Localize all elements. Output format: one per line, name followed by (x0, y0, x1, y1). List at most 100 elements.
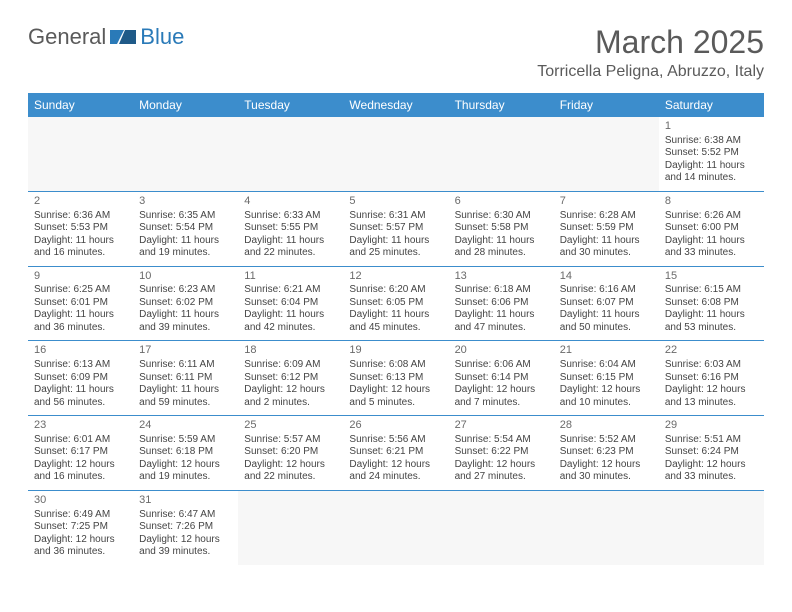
title-block: March 2025 Torricella Peligna, Abruzzo, … (537, 24, 764, 81)
sunset-line: Sunset: 5:58 PM (455, 222, 548, 235)
month-title: March 2025 (537, 24, 764, 61)
calendar-cell: 26Sunrise: 5:56 AMSunset: 6:21 PMDayligh… (343, 416, 448, 491)
day-number: 27 (455, 419, 548, 433)
sunrise-line: Sunrise: 6:21 AM (244, 284, 337, 297)
calendar-cell (238, 490, 343, 564)
daylight-line-2: and 50 minutes. (560, 322, 653, 335)
sunset-line: Sunset: 5:55 PM (244, 222, 337, 235)
daylight-line-2: and 2 minutes. (244, 397, 337, 410)
daylight-line-1: Daylight: 11 hours (349, 235, 442, 248)
sunset-line: Sunset: 6:24 PM (665, 446, 758, 459)
daylight-line-1: Daylight: 12 hours (349, 459, 442, 472)
sunset-line: Sunset: 6:11 PM (139, 372, 232, 385)
day-number: 4 (244, 195, 337, 209)
weekday-header: Thursday (449, 93, 554, 117)
sunrise-line: Sunrise: 6:30 AM (455, 210, 548, 223)
daylight-line-1: Daylight: 11 hours (665, 235, 758, 248)
day-number: 18 (244, 344, 337, 358)
calendar-row: 9Sunrise: 6:25 AMSunset: 6:01 PMDaylight… (28, 266, 764, 341)
sunrise-line: Sunrise: 6:38 AM (665, 135, 758, 148)
weekday-header: Saturday (659, 93, 764, 117)
calendar-cell: 4Sunrise: 6:33 AMSunset: 5:55 PMDaylight… (238, 191, 343, 266)
sunrise-line: Sunrise: 5:51 AM (665, 434, 758, 447)
sunset-line: Sunset: 5:52 PM (665, 147, 758, 160)
calendar-cell: 8Sunrise: 6:26 AMSunset: 6:00 PMDaylight… (659, 191, 764, 266)
calendar-row: 23Sunrise: 6:01 AMSunset: 6:17 PMDayligh… (28, 416, 764, 491)
daylight-line-2: and 30 minutes. (560, 247, 653, 260)
calendar-cell: 13Sunrise: 6:18 AMSunset: 6:06 PMDayligh… (449, 266, 554, 341)
sunset-line: Sunset: 6:13 PM (349, 372, 442, 385)
daylight-line-1: Daylight: 11 hours (244, 309, 337, 322)
daylight-line-2: and 45 minutes. (349, 322, 442, 335)
sunset-line: Sunset: 6:06 PM (455, 297, 548, 310)
weekday-header: Wednesday (343, 93, 448, 117)
calendar-cell (133, 117, 238, 191)
sunrise-line: Sunrise: 6:23 AM (139, 284, 232, 297)
sunset-line: Sunset: 5:53 PM (34, 222, 127, 235)
sunrise-line: Sunrise: 6:49 AM (34, 509, 127, 522)
daylight-line-1: Daylight: 11 hours (560, 235, 653, 248)
sunrise-line: Sunrise: 5:56 AM (349, 434, 442, 447)
day-number: 16 (34, 344, 127, 358)
sunset-line: Sunset: 6:21 PM (349, 446, 442, 459)
calendar-cell (343, 117, 448, 191)
daylight-line-2: and 27 minutes. (455, 471, 548, 484)
calendar-table: SundayMondayTuesdayWednesdayThursdayFrid… (28, 93, 764, 565)
daylight-line-2: and 33 minutes. (665, 471, 758, 484)
calendar-cell: 7Sunrise: 6:28 AMSunset: 5:59 PMDaylight… (554, 191, 659, 266)
sunrise-line: Sunrise: 6:28 AM (560, 210, 653, 223)
daylight-line-1: Daylight: 11 hours (139, 309, 232, 322)
sunset-line: Sunset: 6:18 PM (139, 446, 232, 459)
calendar-cell (449, 490, 554, 564)
calendar-cell: 21Sunrise: 6:04 AMSunset: 6:15 PMDayligh… (554, 341, 659, 416)
calendar-cell: 1Sunrise: 6:38 AMSunset: 5:52 PMDaylight… (659, 117, 764, 191)
sunrise-line: Sunrise: 6:31 AM (349, 210, 442, 223)
daylight-line-2: and 33 minutes. (665, 247, 758, 260)
daylight-line-1: Daylight: 12 hours (560, 459, 653, 472)
day-number: 26 (349, 419, 442, 433)
daylight-line-1: Daylight: 11 hours (349, 309, 442, 322)
calendar-cell: 19Sunrise: 6:08 AMSunset: 6:13 PMDayligh… (343, 341, 448, 416)
daylight-line-2: and 5 minutes. (349, 397, 442, 410)
daylight-line-2: and 39 minutes. (139, 322, 232, 335)
daylight-line-2: and 30 minutes. (560, 471, 653, 484)
calendar-cell: 24Sunrise: 5:59 AMSunset: 6:18 PMDayligh… (133, 416, 238, 491)
calendar-row: 2Sunrise: 6:36 AMSunset: 5:53 PM Daylight… (28, 191, 764, 266)
daylight-line-1: Daylight: 12 hours (244, 459, 337, 472)
day-number: 25 (244, 419, 337, 433)
calendar-cell: 25Sunrise: 5:57 AMSunset: 6:20 PMDayligh… (238, 416, 343, 491)
calendar-cell: 31Sunrise: 6:47 AMSunset: 7:26 PMDayligh… (133, 490, 238, 564)
calendar-cell: 2Sunrise: 6:36 AMSunset: 5:53 PMDaylight… (28, 191, 133, 266)
weekday-header-row: SundayMondayTuesdayWednesdayThursdayFrid… (28, 93, 764, 117)
calendar-cell: 3Sunrise: 6:35 AMSunset: 5:54 PMDaylight… (133, 191, 238, 266)
daylight-line-1: Daylight: 11 hours (34, 384, 127, 397)
daylight-line-2: and 22 minutes. (244, 247, 337, 260)
daylight-line-1: Daylight: 11 hours (455, 309, 548, 322)
day-number: 31 (139, 494, 232, 508)
sunset-line: Sunset: 6:00 PM (665, 222, 758, 235)
sunrise-line: Sunrise: 6:36 AM (34, 210, 127, 223)
day-number: 8 (665, 195, 758, 209)
daylight-line-2: and 16 minutes. (34, 471, 127, 484)
sunrise-line: Sunrise: 5:59 AM (139, 434, 232, 447)
daylight-line-2: and 42 minutes. (244, 322, 337, 335)
sunset-line: Sunset: 6:07 PM (560, 297, 653, 310)
sunset-line: Sunset: 5:57 PM (349, 222, 442, 235)
day-number: 2 (34, 195, 127, 209)
daylight-line-2: and 13 minutes. (665, 397, 758, 410)
day-number: 6 (455, 195, 548, 209)
daylight-line-1: Daylight: 11 hours (455, 235, 548, 248)
daylight-line-2: and 25 minutes. (349, 247, 442, 260)
calendar-cell: 20Sunrise: 6:06 AMSunset: 6:14 PMDayligh… (449, 341, 554, 416)
sunset-line: Sunset: 6:17 PM (34, 446, 127, 459)
sunset-line: Sunset: 6:01 PM (34, 297, 127, 310)
calendar-cell: 27Sunrise: 5:54 AMSunset: 6:22 PMDayligh… (449, 416, 554, 491)
sunrise-line: Sunrise: 6:33 AM (244, 210, 337, 223)
day-number: 29 (665, 419, 758, 433)
calendar-cell: 10Sunrise: 6:23 AMSunset: 6:02 PMDayligh… (133, 266, 238, 341)
daylight-line-1: Daylight: 12 hours (34, 459, 127, 472)
sunset-line: Sunset: 6:04 PM (244, 297, 337, 310)
sunset-line: Sunset: 5:59 PM (560, 222, 653, 235)
sunrise-line: Sunrise: 6:09 AM (244, 359, 337, 372)
sunrise-line: Sunrise: 6:18 AM (455, 284, 548, 297)
